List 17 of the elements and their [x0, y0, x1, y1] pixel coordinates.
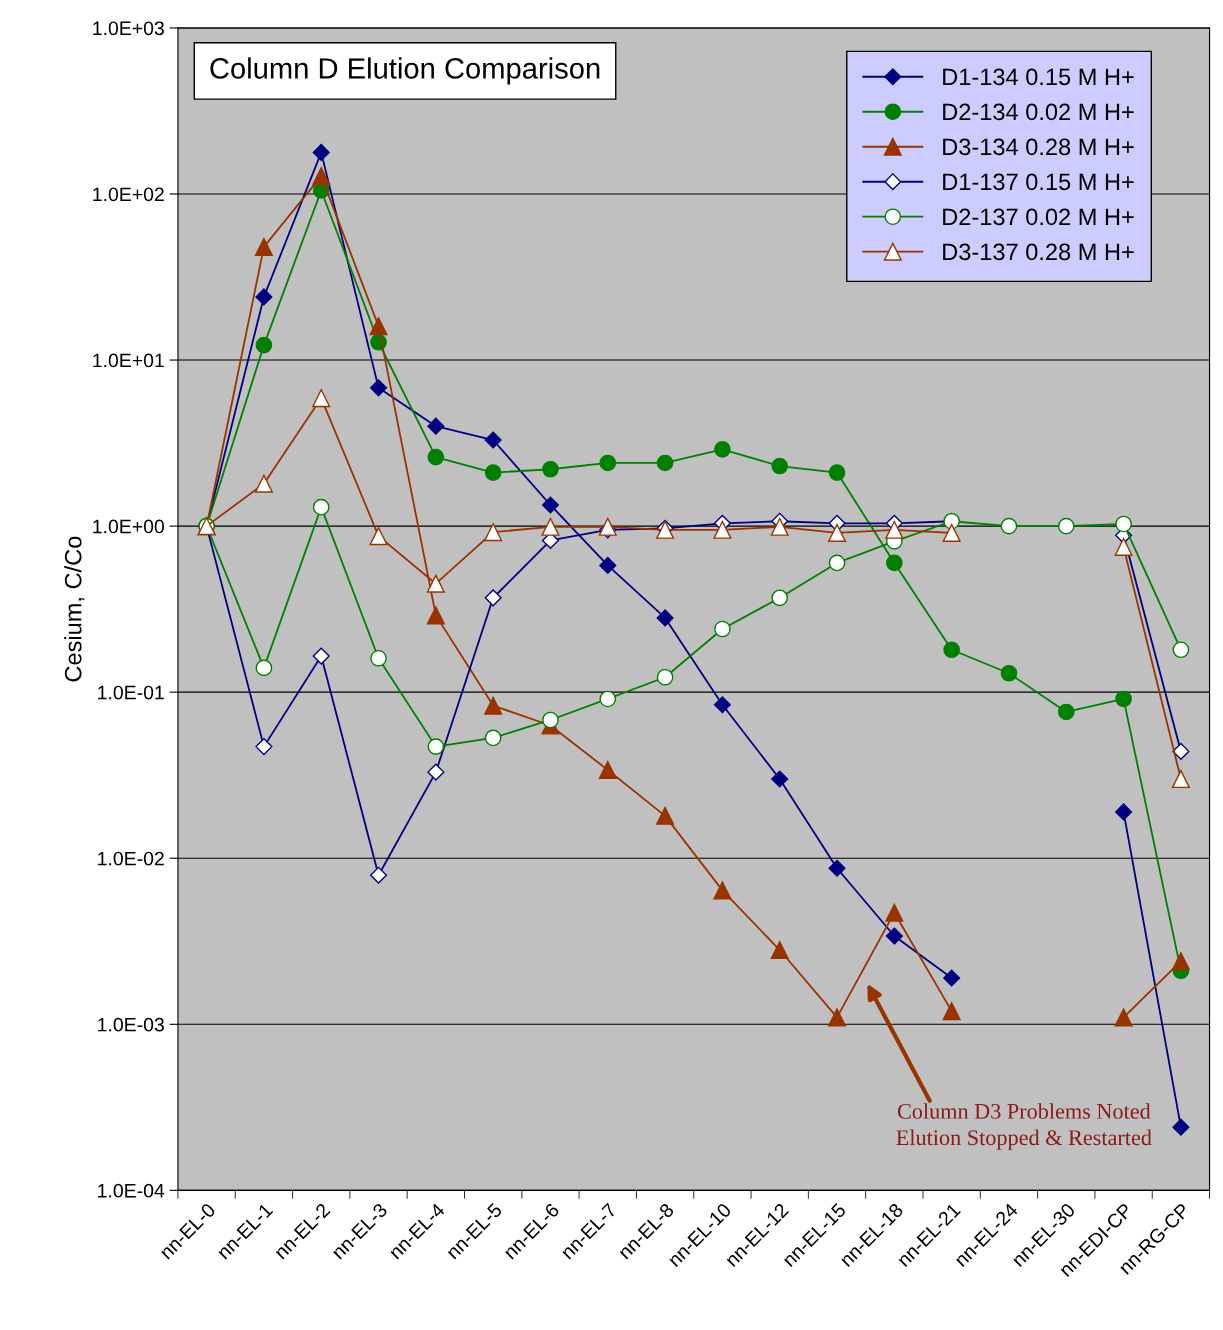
y-tick-label: 1.0E+03: [93, 21, 164, 36]
y-tick-label: 1.0E+01: [93, 353, 164, 368]
text: Column D Elution Comparison: [210, 57, 600, 85]
legend-label: D2-137 0.02 M H+: [943, 208, 1134, 226]
annotation: Column D3 Problems Noted Elution Stopped & Restarted: [896, 1103, 1152, 1150]
y-tick-label: 1.0E-03: [98, 1017, 164, 1032]
y-tick-label: 1.0E-02: [98, 851, 164, 866]
legend-label: D3-134 0.28 M H+: [943, 138, 1134, 156]
y-tick-label: 1.0E-01: [98, 685, 164, 700]
y-tick-label: 1.0E+02: [93, 187, 164, 202]
y-tick-label: 1.0E+00: [93, 519, 164, 534]
y-axis-title: Cesium, C/Co: [64, 536, 85, 682]
y-tick-label: 1.0E-04: [98, 1183, 165, 1198]
legend-label: D1-134 0.15 M H+: [943, 68, 1134, 86]
legend-label: D3-137 0.28 M H+: [943, 243, 1134, 261]
legend-label: D2-134 0.02 M H+: [943, 103, 1134, 121]
legend-label: D1-137 0.15 M H+: [943, 173, 1134, 191]
